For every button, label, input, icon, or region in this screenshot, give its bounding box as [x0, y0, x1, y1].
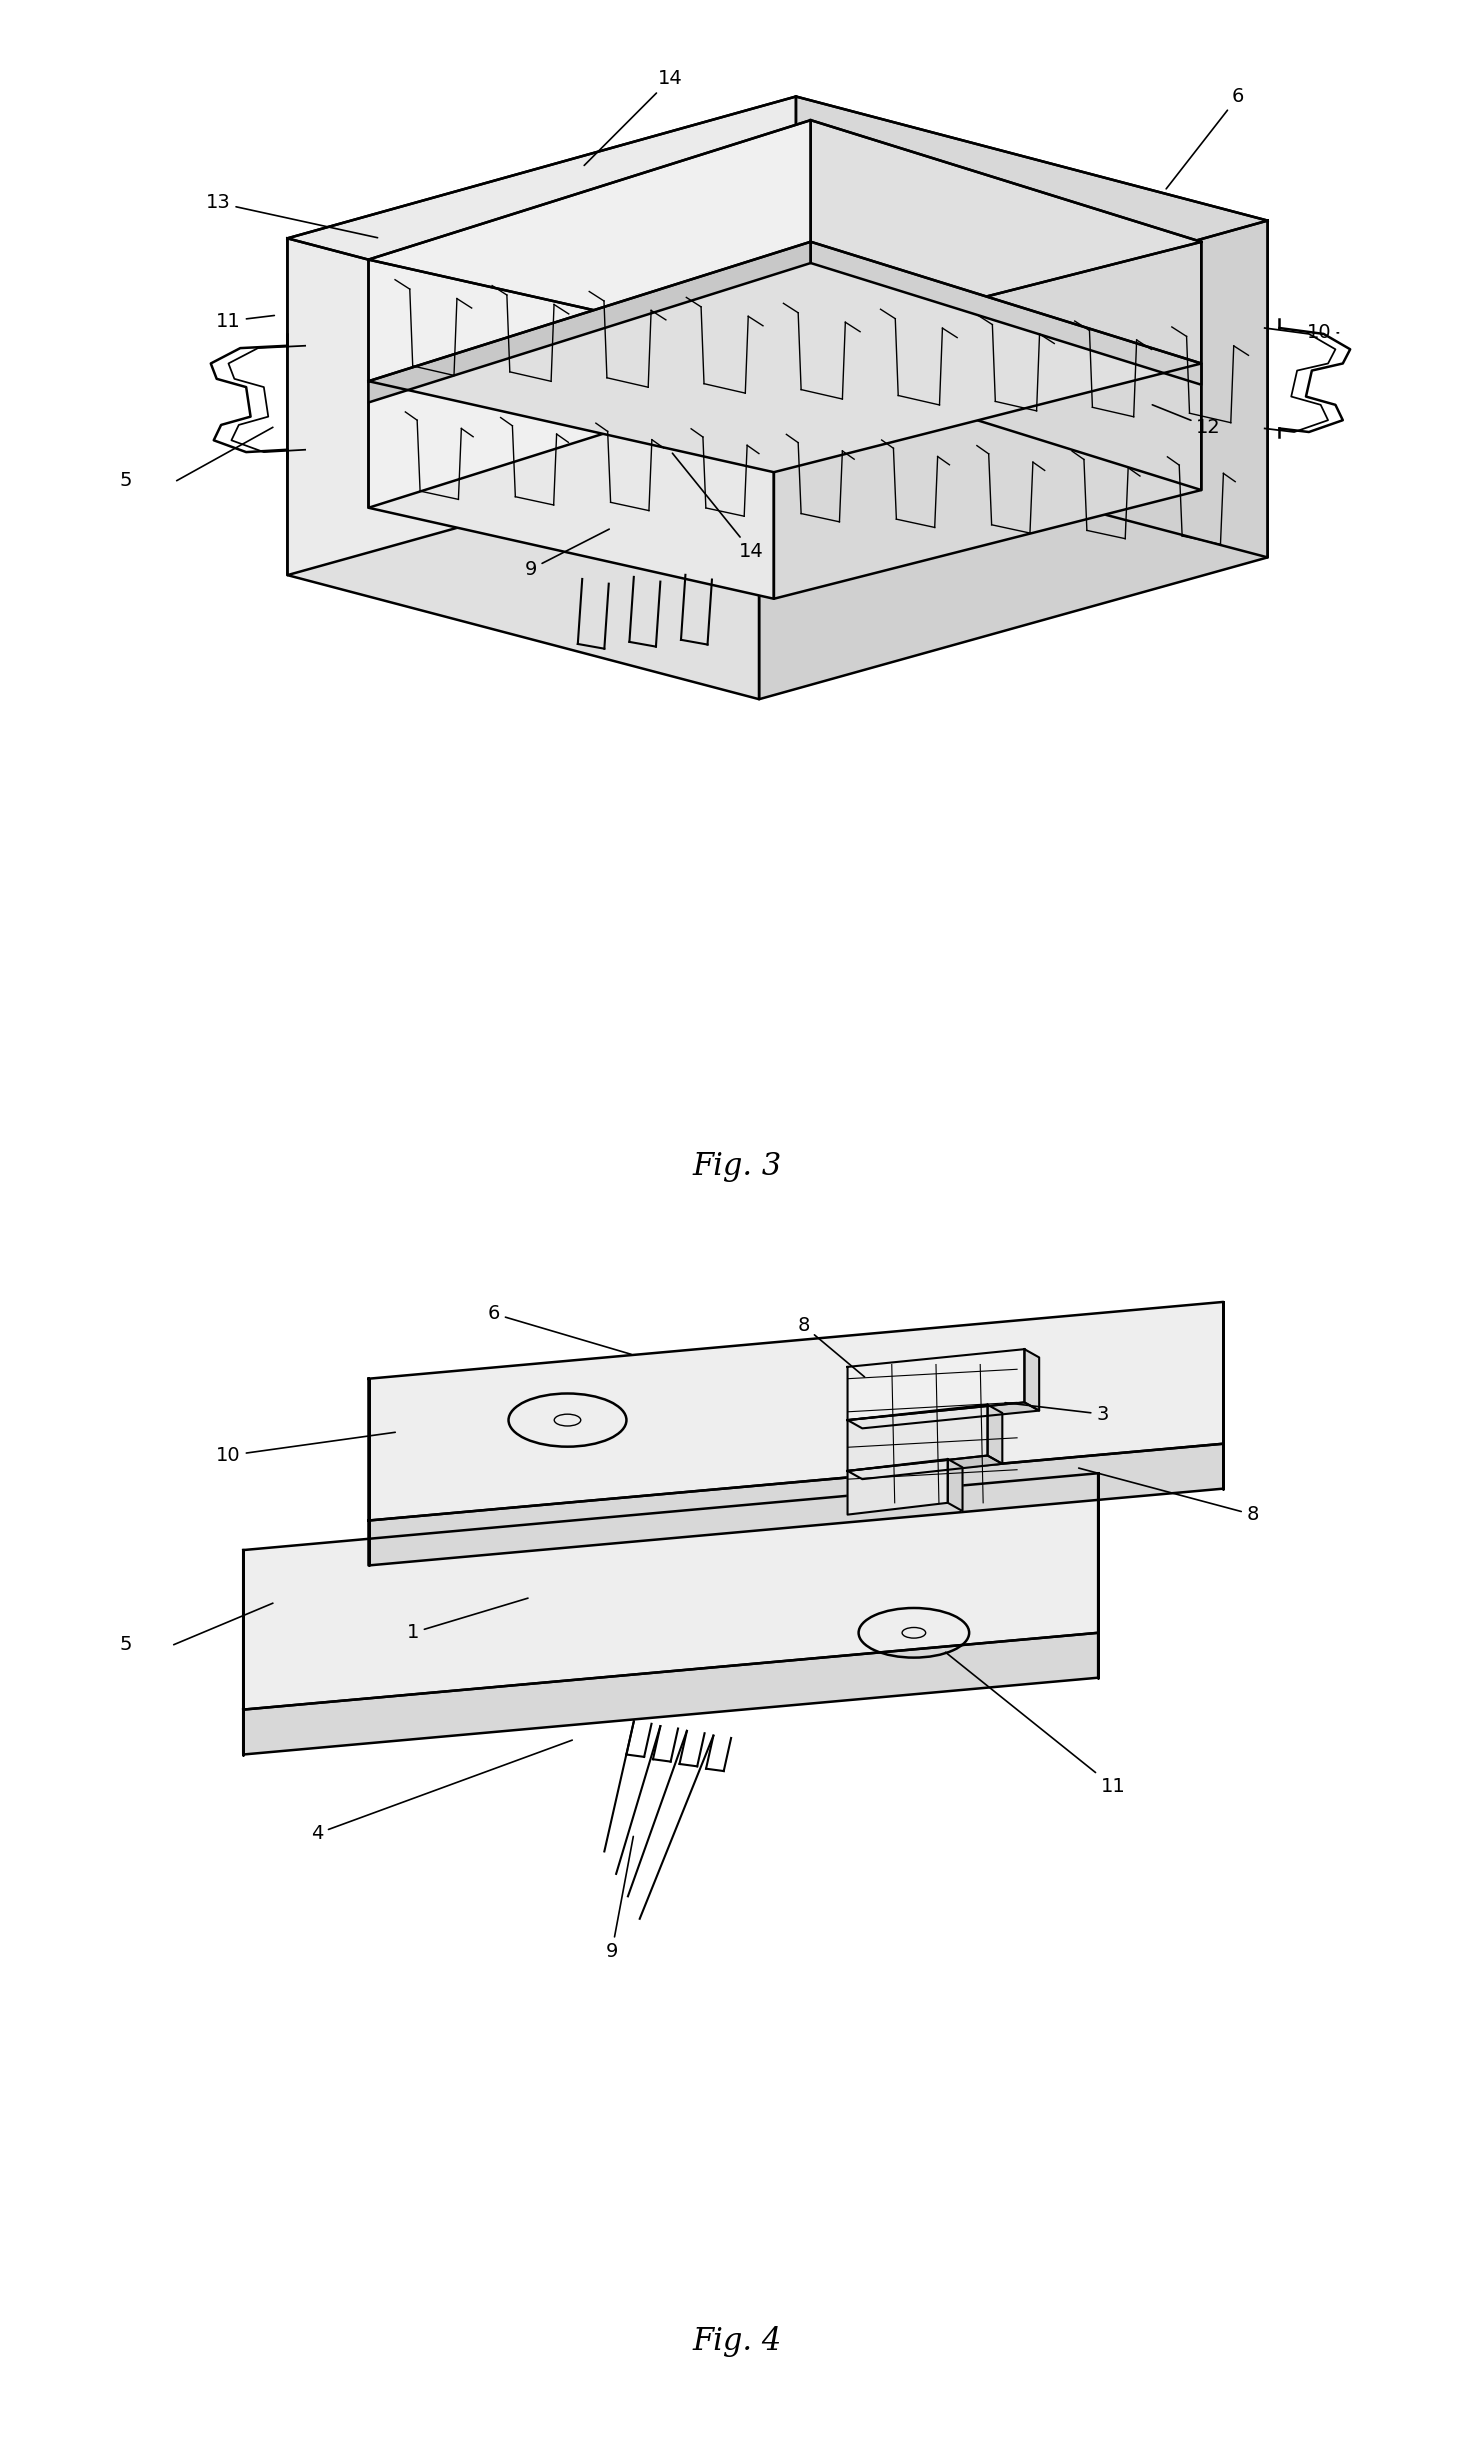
- Text: 6: 6: [1166, 86, 1244, 190]
- Polygon shape: [811, 121, 1201, 490]
- Polygon shape: [368, 121, 811, 507]
- Polygon shape: [287, 96, 1268, 362]
- Polygon shape: [368, 241, 1201, 473]
- Polygon shape: [848, 1403, 1039, 1428]
- Polygon shape: [368, 241, 811, 401]
- Polygon shape: [848, 1406, 988, 1470]
- Text: 11: 11: [945, 1652, 1125, 1795]
- Text: 6: 6: [488, 1305, 631, 1354]
- Polygon shape: [848, 1460, 948, 1514]
- Polygon shape: [368, 1302, 1223, 1522]
- Polygon shape: [287, 96, 796, 576]
- Polygon shape: [988, 1406, 1002, 1465]
- Polygon shape: [368, 121, 1201, 350]
- Text: 12: 12: [1153, 404, 1220, 436]
- Text: 10: 10: [217, 1433, 395, 1465]
- Text: 14: 14: [584, 69, 682, 165]
- Text: 10: 10: [1307, 323, 1338, 342]
- Text: 4: 4: [311, 1741, 572, 1844]
- Text: 9: 9: [606, 1837, 634, 1962]
- Polygon shape: [1024, 1349, 1039, 1411]
- Text: 13: 13: [206, 194, 377, 239]
- Polygon shape: [948, 1460, 963, 1512]
- Text: 3: 3: [1005, 1403, 1108, 1423]
- Text: 9: 9: [525, 529, 609, 579]
- Polygon shape: [368, 1443, 1223, 1566]
- Polygon shape: [287, 239, 759, 699]
- Polygon shape: [848, 1349, 1024, 1421]
- Text: 14: 14: [672, 453, 764, 561]
- Polygon shape: [759, 222, 1268, 699]
- Text: Fig. 3: Fig. 3: [693, 1150, 781, 1182]
- Text: 8: 8: [797, 1317, 865, 1376]
- Text: 11: 11: [217, 313, 274, 330]
- Polygon shape: [243, 1632, 1098, 1755]
- Text: 1: 1: [407, 1598, 528, 1642]
- Text: 5: 5: [119, 470, 131, 490]
- Text: 8: 8: [1079, 1467, 1259, 1524]
- Polygon shape: [848, 1455, 1002, 1480]
- Polygon shape: [774, 241, 1201, 598]
- Polygon shape: [243, 1472, 1098, 1709]
- Polygon shape: [796, 96, 1268, 556]
- Text: Fig. 4: Fig. 4: [693, 2327, 781, 2356]
- Polygon shape: [368, 259, 774, 598]
- Polygon shape: [811, 241, 1201, 384]
- Text: 5: 5: [119, 1635, 131, 1654]
